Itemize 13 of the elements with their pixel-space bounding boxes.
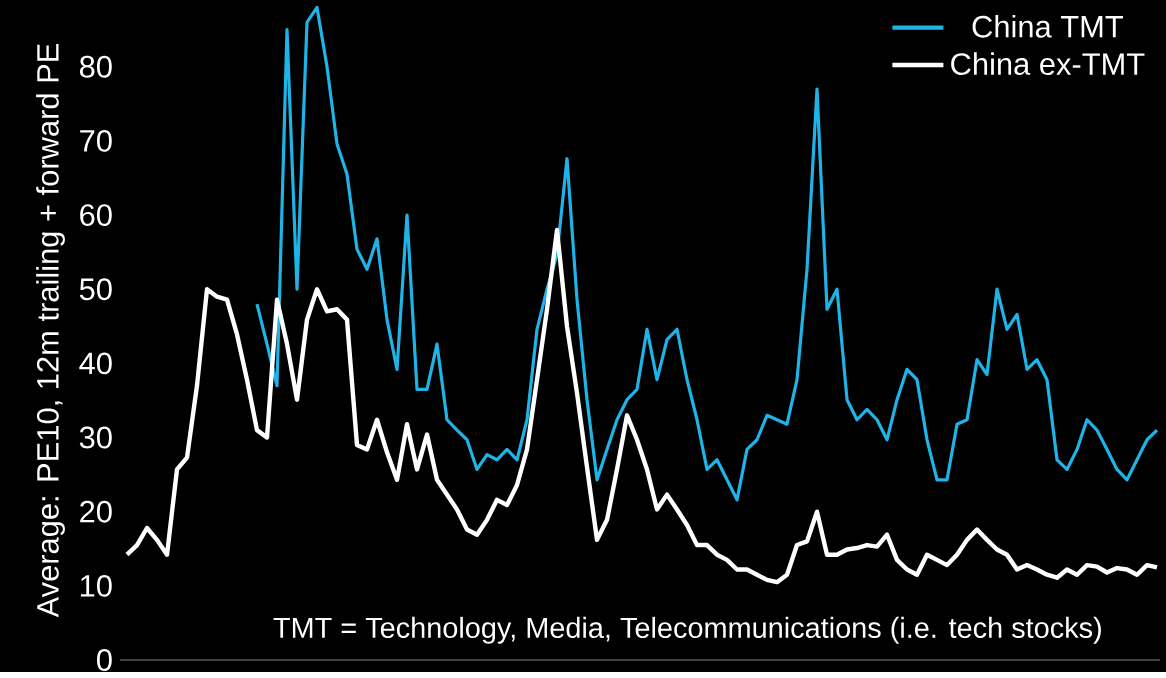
y-tick-label: 70 (80, 130, 112, 153)
y-tick-label: 40 (79, 352, 112, 375)
y-tick-label: 20 (80, 500, 112, 523)
y-tick-label: 60 (80, 204, 112, 227)
y-tick-label: 10 (80, 575, 112, 597)
y-tick-label: 50 (79, 278, 112, 301)
y-tick-label: 80 (79, 56, 112, 78)
y-axis-title: Average: PE10, 12m trailing + forward PE (36, 44, 65, 618)
y-tick-label: 0 (97, 649, 112, 672)
legend-label: China ex-TMT (951, 52, 1145, 76)
legend-label: China TMT (972, 15, 1124, 38)
annotation: TMT = Technology, Media, Telecommunications (i.e. tech stocks) (273, 617, 1101, 644)
y-tick-label: 30 (79, 426, 112, 449)
